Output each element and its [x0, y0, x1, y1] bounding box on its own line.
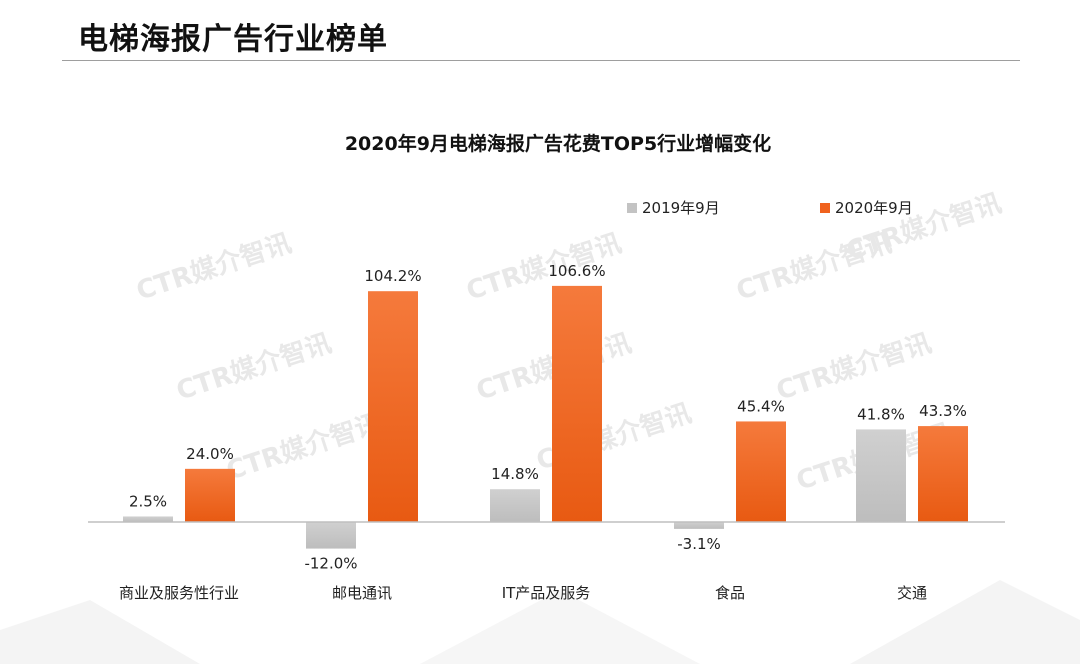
bars-group — [123, 285, 968, 549]
page-title: 电梯海报广告行业榜单 — [78, 22, 388, 57]
watermark-text: CTR媒介智讯 — [173, 328, 335, 406]
data-label-2019-4: 41.8% — [857, 405, 905, 423]
legend-swatch-2019 — [627, 203, 637, 213]
title-divider — [62, 60, 1020, 61]
data-label-2020-4: 43.3% — [919, 402, 967, 420]
bar-2020-1 — [368, 291, 418, 522]
bar-2019-0 — [123, 516, 173, 522]
watermark-text: CTR媒介智讯 — [773, 328, 935, 406]
data-label-2020-2: 106.6% — [548, 262, 605, 280]
x-tick-label-0: 商业及服务性行业 — [119, 584, 239, 602]
bar-2020-3 — [736, 421, 786, 522]
x-tick-label-4: 交通 — [897, 584, 927, 602]
legend-label-2020: 2020年9月 — [835, 199, 913, 217]
data-label-2020-0: 24.0% — [186, 445, 234, 463]
x-tick-label-3: 食品 — [715, 584, 745, 602]
legend-swatch-2020 — [820, 203, 830, 213]
bar-2019-2 — [490, 489, 540, 522]
chart-title: 2020年9月电梯海报广告花费TOP5行业增幅变化 — [345, 132, 771, 155]
chart-legend: 2019年9月 2020年9月 — [627, 199, 913, 217]
bar-2019-1 — [306, 522, 356, 549]
x-tick-label-2: IT产品及服务 — [502, 584, 591, 602]
watermark-text: CTR媒介智讯 — [133, 228, 295, 306]
legend-label-2019: 2019年9月 — [642, 199, 720, 217]
data-label-2020-3: 45.4% — [737, 397, 785, 415]
labels-group: 2.5% 24.0% 商业及服务性行业 -12.0% 104.2% 邮电通讯 14.8% 10… — [119, 262, 967, 602]
data-label-2020-1: 104.2% — [364, 267, 421, 285]
bar-2019-4 — [856, 429, 906, 522]
bar-2020-2 — [552, 285, 602, 522]
x-tick-label-1: 邮电通讯 — [332, 584, 392, 602]
bar-2020-4 — [918, 426, 968, 522]
background-decoration — [0, 580, 1080, 664]
watermark-text: CTR媒介智讯 — [223, 408, 385, 486]
bar-2020-0 — [185, 468, 235, 522]
bar-2019-3 — [674, 522, 724, 529]
data-label-2019-0: 2.5% — [129, 492, 167, 510]
data-label-2019-2: 14.8% — [491, 465, 539, 483]
data-label-2019-3: -3.1% — [677, 535, 721, 553]
data-label-2019-1: -12.0% — [304, 555, 357, 573]
